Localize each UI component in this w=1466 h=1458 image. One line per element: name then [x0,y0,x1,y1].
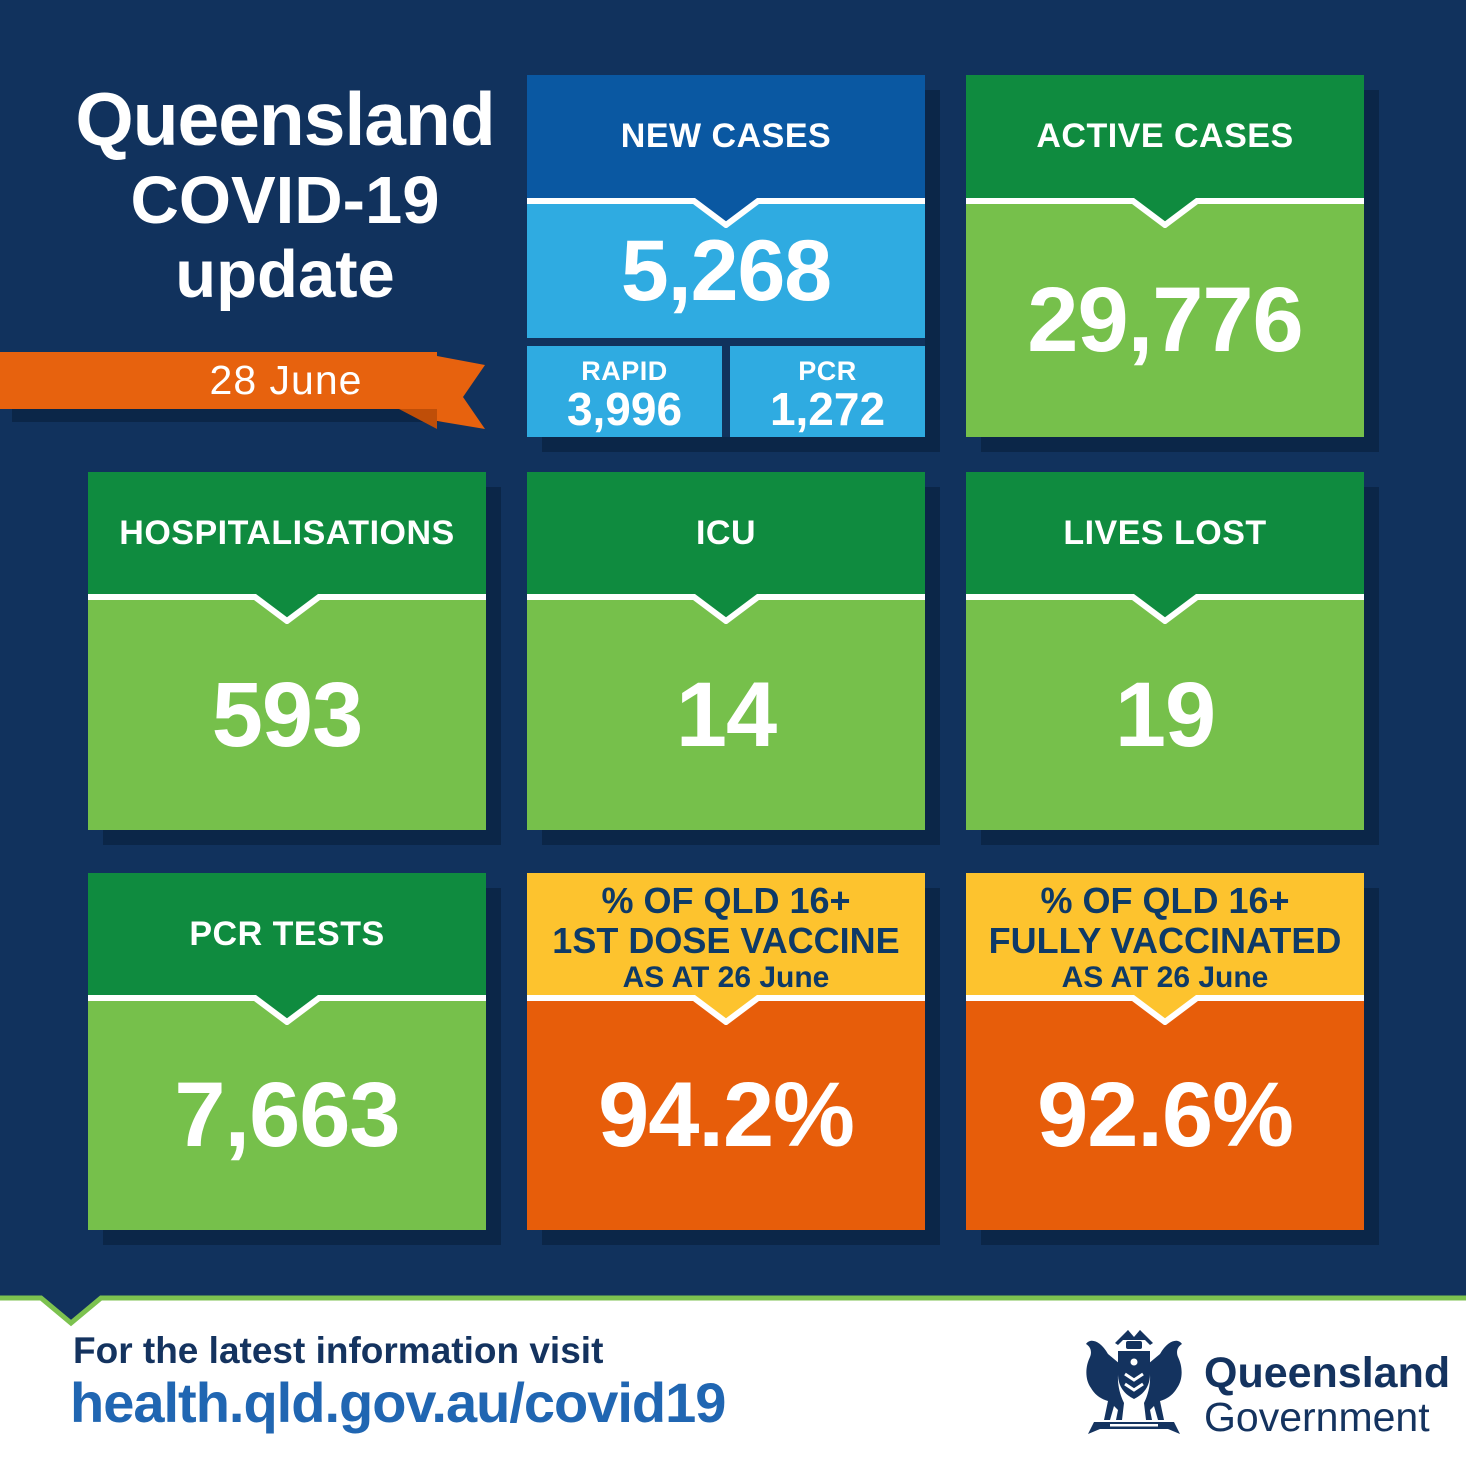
hospitalisations-header: HOSPITALISATIONS [88,472,486,594]
fully-vaccinated-body: 92.6% [966,995,1364,1230]
lives-lost-title: LIVES LOST [1063,513,1267,552]
pcr-tests-value: 7,663 [174,1064,400,1166]
card-active-cases: ACTIVE CASES 29,776 [966,75,1364,437]
ribbon-fold-icon [399,409,437,429]
active-cases-title: ACTIVE CASES [1036,117,1294,155]
pcr-tests-body: 7,663 [88,995,486,1230]
fully-vaccinated-title-line3: AS AT 26 June [1061,961,1269,994]
pcr-tests-title: PCR TESTS [189,914,385,953]
pcr-tests-header: PCR TESTS [88,873,486,995]
first-dose-value: 94.2% [598,1064,855,1166]
active-cases-header: ACTIVE CASES [966,75,1364,198]
active-cases-body: 29,776 [966,198,1364,437]
fully-vaccinated-title-line2: FULLY VACCINATED [988,920,1342,961]
footer-link[interactable]: health.qld.gov.au/covid19 [70,1371,726,1434]
new-cases-header: NEW CASES [527,75,925,198]
card-hospitalisations: HOSPITALISATIONS 593 [88,472,486,830]
date-label: 28 June [209,357,363,403]
lives-lost-header: LIVES LOST [966,472,1364,594]
hospitalisations-value: 593 [211,663,363,766]
date-ribbon: 28 June [0,352,437,409]
first-dose-header: % OF QLD 16+ 1ST DOSE VACCINE AS AT 26 J… [527,873,925,999]
card-fully-vaccinated: % OF QLD 16+ FULLY VACCINATED AS AT 26 J… [966,873,1364,1230]
first-dose-body: 94.2% [527,995,925,1230]
ribbon-tail-icon [437,356,485,429]
active-cases-value: 29,776 [1027,269,1303,371]
notch-chevron-icon [966,198,1364,228]
pcr-label: PCR [798,356,857,386]
fully-vaccinated-title-line1: % OF QLD 16+ [1040,880,1290,921]
hospitalisations-body: 593 [88,594,486,830]
new-cases-pcr-tile: PCR 1,272 [730,346,925,437]
card-icu: ICU 14 [527,472,925,830]
notch-chevron-icon [527,198,925,228]
icu-value: 14 [675,663,777,766]
icu-body: 14 [527,594,925,830]
rapid-value: 3,996 [566,383,683,435]
title-line-update: update [175,237,395,312]
fully-vaccinated-value: 92.6% [1037,1064,1294,1166]
first-dose-title-line3: AS AT 26 June [622,961,830,994]
new-cases-rapid-tile: RAPID 3,996 [527,346,722,437]
notch-chevron-icon [88,594,486,624]
card-pcr-tests: PCR TESTS 7,663 [88,873,486,1230]
footer [0,1298,1466,1458]
wordmark-government: Government [1204,1394,1430,1440]
notch-chevron-icon [527,995,925,1025]
page-title: Queensland COVID-19 update [50,74,520,312]
title-line-covid19: COVID-19 [130,163,440,238]
new-cases-body: 5,268 [527,198,925,338]
icu-title: ICU [695,513,757,552]
wordmark-queensland: Queensland [1204,1349,1451,1397]
title-line-queensland: Queensland [75,77,495,161]
new-cases-title: NEW CASES [620,117,832,155]
first-dose-title-line1: % OF QLD 16+ [601,880,851,921]
footer-top-border [0,1292,1466,1327]
notch-chevron-icon [88,995,486,1025]
new-cases-value: 5,268 [620,222,832,319]
qld-coat-of-arms-icon [1086,1330,1182,1434]
card-new-cases: NEW CASES 5,268 RAPID 3,996 PCR 1,272 [527,75,925,437]
notch-chevron-icon [527,594,925,624]
fully-vaccinated-header: % OF QLD 16+ FULLY VACCINATED AS AT 26 J… [966,873,1364,999]
lives-lost-body: 19 [966,594,1364,830]
notch-chevron-icon [966,594,1364,624]
qld-government-wordmark: Queensland Government [1204,1352,1450,1440]
card-lives-lost: LIVES LOST 19 [966,472,1364,830]
rapid-label: RAPID [581,356,668,386]
card-first-dose-vaccine: % OF QLD 16+ 1ST DOSE VACCINE AS AT 26 J… [527,873,925,1230]
footer-info-text: For the latest information visit [73,1330,604,1371]
first-dose-title-line2: 1ST DOSE VACCINE [552,920,900,961]
pcr-value: 1,272 [769,383,886,435]
notch-chevron-icon [966,995,1364,1025]
lives-lost-value: 19 [1114,663,1216,766]
icu-header: ICU [527,472,925,594]
hospitalisations-title: HOSPITALISATIONS [119,513,455,552]
